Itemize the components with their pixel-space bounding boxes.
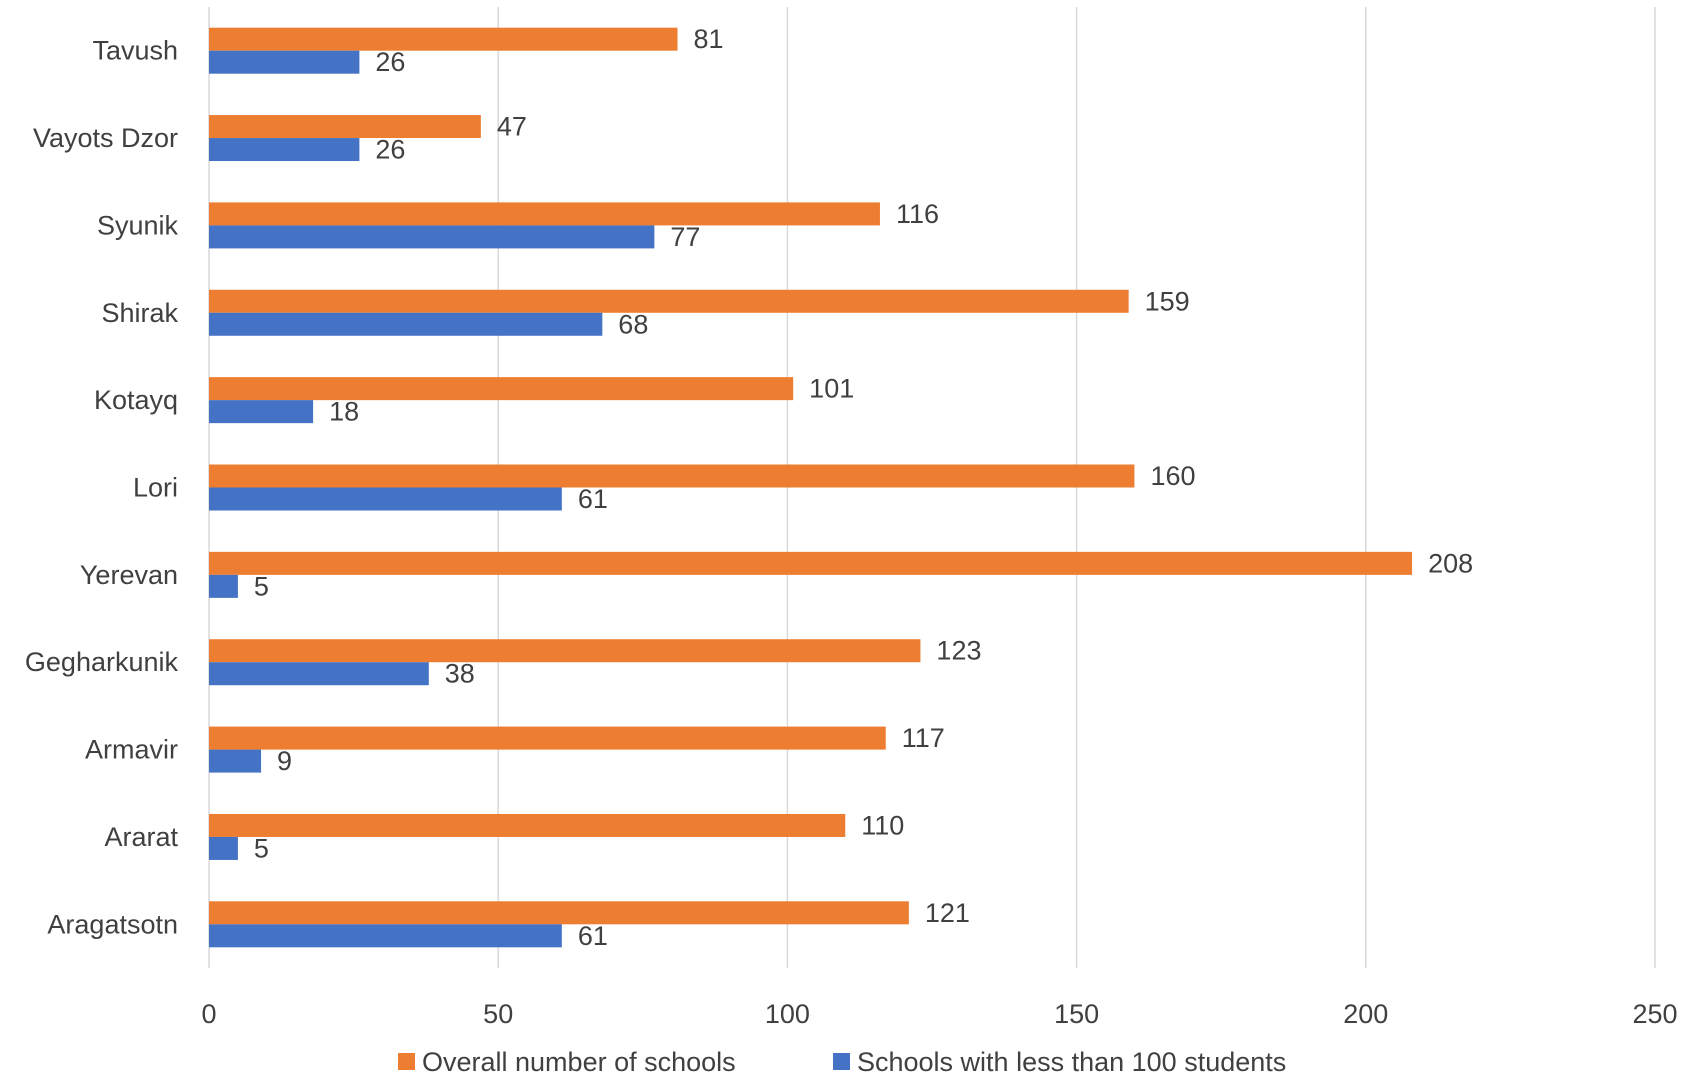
bar-small-schools [209, 924, 562, 948]
legend-swatch-overall [398, 1053, 415, 1070]
bar-overall [209, 27, 678, 51]
data-label: 81 [694, 24, 724, 54]
category-label: Tavush [92, 36, 178, 66]
data-label: 5 [254, 571, 269, 601]
bar-overall [209, 813, 846, 837]
x-tick-label: 200 [1343, 999, 1388, 1029]
data-label: 159 [1145, 286, 1190, 316]
data-label: 9 [277, 746, 292, 776]
bar-small-schools [209, 138, 360, 162]
data-label: 5 [254, 833, 269, 863]
data-label: 61 [578, 921, 608, 951]
category-label: Kotayq [94, 385, 178, 415]
data-label: 77 [670, 222, 700, 252]
bar-overall [209, 551, 1413, 575]
bar-overall [209, 202, 880, 226]
bar-small-schools [209, 836, 238, 860]
bars: 81 26 47 26 116 77 159 68 101 18 160 61 208 5 123 38 117… [209, 24, 1473, 951]
category-label: Syunik [97, 210, 179, 240]
bar-small-schools [209, 50, 360, 74]
data-label: 18 [329, 397, 359, 427]
bar-small-schools [209, 487, 562, 511]
category-label: Aragatsotn [47, 909, 178, 939]
category-label: Ararat [104, 822, 178, 852]
category-label: Yerevan [80, 560, 178, 590]
category-label: Vayots Dzor [33, 123, 178, 153]
bar-overall [209, 639, 921, 663]
bar-overall [209, 115, 481, 139]
category-label: Armavir [85, 735, 178, 765]
data-label: 26 [375, 135, 405, 165]
data-label: 61 [578, 484, 608, 514]
x-tick-label: 50 [483, 999, 513, 1029]
data-label: 101 [809, 374, 854, 404]
bar-small-schools [209, 662, 429, 686]
x-tick-label: 150 [1054, 999, 1099, 1029]
x-tick-label: 100 [765, 999, 810, 1029]
x-tick-labels: 0 50 100 150 200 250 [201, 999, 1677, 1029]
bar-overall [209, 377, 794, 401]
data-label: 38 [445, 659, 475, 689]
data-label: 26 [375, 47, 405, 77]
bar-small-schools [209, 574, 238, 598]
bar-overall [209, 464, 1135, 488]
legend-label: Overall number of schools [422, 1047, 736, 1077]
category-label: Gegharkunik [25, 647, 179, 677]
category-label: Lori [133, 473, 178, 503]
x-tick-label: 0 [201, 999, 216, 1029]
data-label: 116 [896, 199, 939, 229]
data-label: 68 [618, 309, 648, 339]
bar-overall [209, 901, 909, 925]
bar-overall [209, 289, 1129, 313]
legend-label: Schools with less than 100 students [857, 1047, 1286, 1077]
category-label: Shirak [101, 298, 178, 328]
data-label: 208 [1428, 548, 1473, 578]
data-label: 117 [902, 723, 945, 753]
legend-swatch-small-schools [833, 1053, 850, 1070]
data-label: 121 [925, 898, 970, 928]
category-labels: Tavush Vayots Dzor Syunik Shirak Kotayq Lori Y… [25, 36, 179, 940]
data-label: 110 [861, 810, 904, 840]
bar-small-schools [209, 312, 603, 336]
bar-small-schools [209, 225, 655, 249]
data-label: 47 [497, 112, 527, 142]
data-label: 160 [1150, 461, 1195, 491]
bar-small-schools [209, 400, 314, 424]
data-label: 123 [936, 636, 981, 666]
legend: Overall number of schools Schools with le… [398, 1047, 1286, 1077]
x-tick-label: 250 [1632, 999, 1677, 1029]
bar-small-schools [209, 749, 262, 773]
bar-overall [209, 726, 886, 750]
